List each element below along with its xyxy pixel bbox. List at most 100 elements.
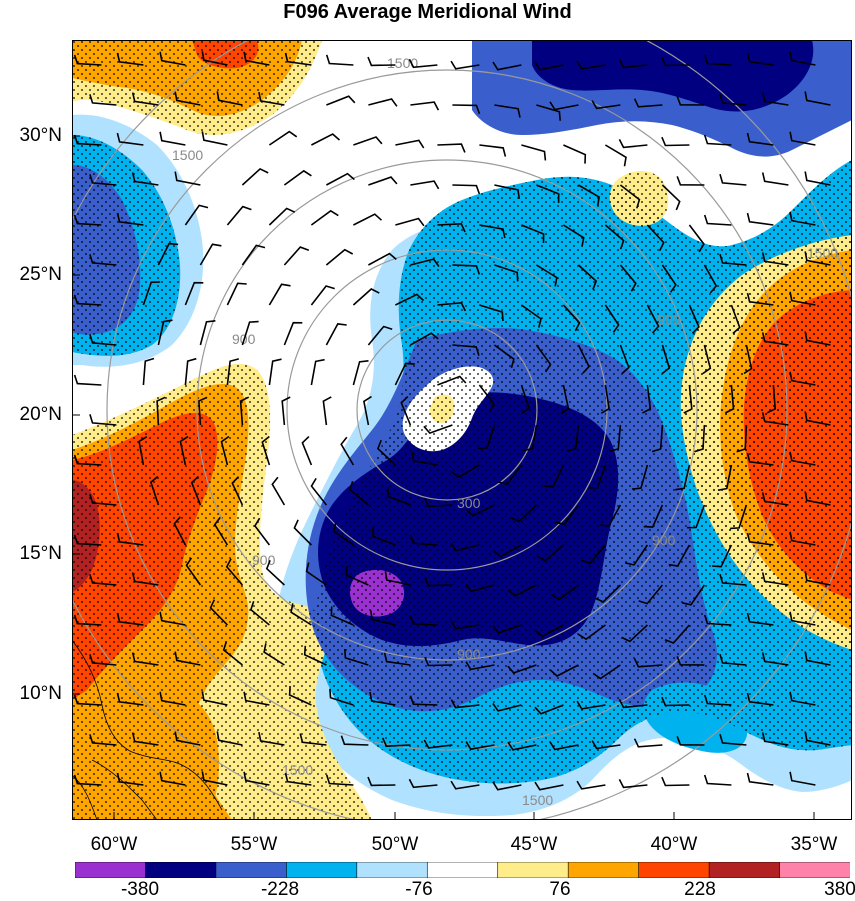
wind-barb bbox=[387, 487, 411, 506]
wind-barb bbox=[174, 651, 201, 666]
wind-barb bbox=[676, 656, 705, 666]
wind-barb bbox=[384, 571, 411, 586]
wind-barb bbox=[725, 384, 735, 414]
wind-barb bbox=[325, 774, 354, 786]
wind-barb bbox=[305, 562, 327, 586]
ring-label-1500-a: 1500 bbox=[172, 147, 203, 163]
wind-barb bbox=[661, 264, 677, 293]
wind-barb bbox=[437, 375, 467, 386]
wind-barb bbox=[265, 560, 285, 586]
wind-barb bbox=[138, 436, 148, 466]
wind-barb bbox=[201, 131, 228, 146]
wind-barb bbox=[142, 357, 155, 386]
wind-barb bbox=[789, 51, 816, 66]
wind-barb bbox=[284, 52, 312, 66]
wind-barb bbox=[303, 645, 327, 666]
wind-barb bbox=[804, 731, 831, 746]
wind-barb bbox=[395, 139, 425, 149]
wind-barb bbox=[450, 699, 480, 709]
wind-barb bbox=[633, 658, 663, 668]
wind-barb bbox=[746, 52, 774, 66]
wind-barb bbox=[761, 92, 789, 106]
wind-barb bbox=[410, 332, 439, 346]
wind-barb bbox=[73, 774, 102, 786]
wind-barb bbox=[352, 288, 380, 306]
wind-barb bbox=[159, 771, 186, 786]
wind-barb bbox=[310, 358, 325, 386]
wind-barb bbox=[619, 264, 637, 292]
wind-barb bbox=[89, 254, 117, 266]
wind-barb bbox=[424, 577, 453, 587]
wind-barb bbox=[73, 694, 102, 706]
wind-barb bbox=[329, 688, 354, 706]
wind-barb bbox=[549, 741, 579, 751]
wind-barb bbox=[694, 424, 706, 453]
wind-barb bbox=[290, 603, 312, 626]
wind-barb bbox=[719, 253, 747, 266]
wind-barb bbox=[376, 439, 396, 466]
wind-barb bbox=[576, 700, 606, 710]
wind-barb bbox=[268, 130, 298, 146]
wind-barb bbox=[535, 344, 552, 373]
wind-barb bbox=[536, 184, 560, 203]
colorbar-label-380: 380 bbox=[824, 879, 855, 900]
wind-barb bbox=[560, 384, 570, 415]
wind-barb bbox=[761, 172, 789, 186]
wind-barb bbox=[73, 454, 102, 466]
wind-barb bbox=[719, 653, 747, 666]
wind-barb bbox=[367, 56, 396, 67]
wind-barb bbox=[450, 620, 480, 630]
wind-barb bbox=[258, 91, 285, 106]
wind-barb bbox=[437, 222, 466, 233]
wind-barb bbox=[730, 504, 748, 530]
map-frame bbox=[72, 40, 852, 820]
wind-barb bbox=[73, 534, 102, 546]
wind-barb bbox=[746, 132, 774, 146]
wind-barb bbox=[675, 464, 691, 491]
wind-barb bbox=[326, 95, 356, 106]
wind-barb bbox=[423, 739, 453, 749]
top-cold-navy-region bbox=[532, 40, 814, 112]
wind-barb bbox=[231, 476, 244, 506]
colorbar-label-228: 228 bbox=[684, 879, 716, 900]
wind-barb bbox=[494, 264, 519, 282]
wind-barb bbox=[599, 504, 622, 527]
wind-barb bbox=[73, 214, 102, 226]
wind-barb bbox=[594, 584, 621, 603]
wind-barb bbox=[492, 61, 522, 71]
wind-barb bbox=[381, 737, 411, 748]
wind-barb bbox=[89, 574, 117, 586]
wind-barb bbox=[283, 321, 303, 346]
wind-barb bbox=[116, 692, 144, 706]
wind-barb bbox=[619, 184, 641, 209]
wind-barb bbox=[661, 344, 671, 375]
wind-barb bbox=[703, 54, 732, 66]
wind-barb bbox=[520, 384, 530, 415]
wind-barb bbox=[633, 98, 663, 108]
wind-barb bbox=[604, 144, 627, 167]
wind-barb bbox=[243, 51, 270, 66]
wind-barb bbox=[423, 424, 453, 435]
wind-barb bbox=[340, 436, 355, 466]
wind-barb bbox=[549, 664, 579, 677]
wind-barb bbox=[310, 285, 335, 306]
wind-barb bbox=[492, 703, 522, 712]
wind-barb bbox=[688, 304, 700, 334]
wind-barb bbox=[746, 532, 774, 546]
wind-barb bbox=[804, 251, 831, 266]
wind-barb bbox=[368, 176, 398, 186]
wind-barb bbox=[157, 319, 173, 346]
lon-label-35w: 35°W bbox=[790, 834, 838, 855]
lon-label-55w: 55°W bbox=[230, 834, 278, 855]
wind-barb bbox=[199, 320, 216, 346]
wind-barb bbox=[581, 544, 607, 565]
wind-barb bbox=[661, 184, 681, 211]
wind-barb bbox=[184, 204, 209, 226]
wind-barb bbox=[761, 652, 789, 666]
ring-label-900-b: 900 bbox=[657, 312, 681, 328]
wind-barb bbox=[588, 464, 607, 489]
wind-barb bbox=[534, 624, 564, 638]
wind-barb bbox=[261, 435, 271, 466]
wind-barb bbox=[642, 384, 652, 414]
wind-barb bbox=[423, 497, 453, 508]
